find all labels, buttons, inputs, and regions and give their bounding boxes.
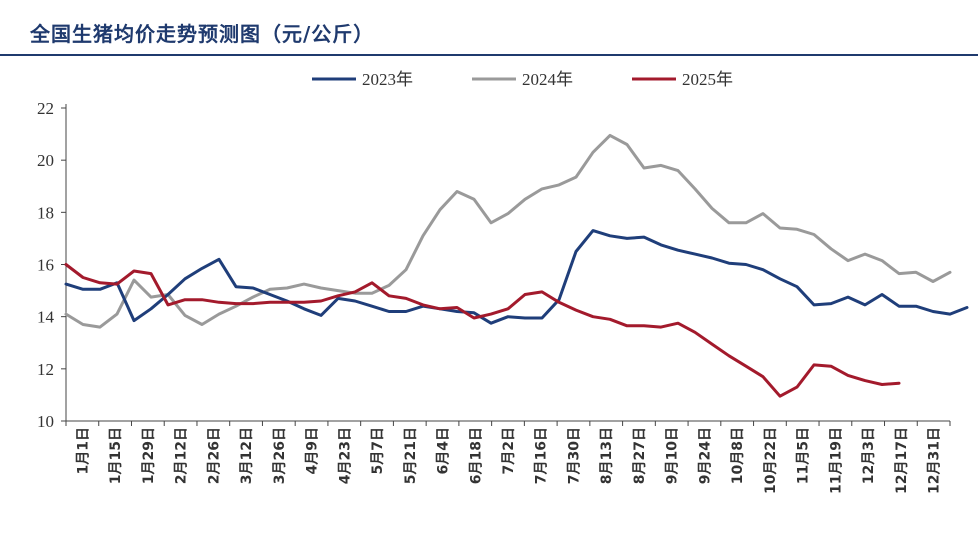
x-tick-label: 7月30日 xyxy=(566,427,582,484)
x-tick-label: 12月31日 xyxy=(927,427,943,494)
x-tick-label: 9月24日 xyxy=(697,427,713,484)
y-tick-label: 22 xyxy=(37,99,54,118)
legend-label: 2025年 xyxy=(682,70,733,89)
x-tick-label: 10月22日 xyxy=(763,427,779,494)
series-line-2023年 xyxy=(64,229,969,325)
x-tick-label: 11月19日 xyxy=(828,427,844,494)
legend-label: 2023年 xyxy=(362,70,413,89)
x-tick-label: 2月26日 xyxy=(206,427,222,484)
x-tick-label: 7月16日 xyxy=(534,427,550,484)
x-tick-label: 12月17日 xyxy=(894,427,910,494)
x-axis-ticks: 1月1日 1月15日 1月29日 2月12日 2月26日 3月12日 3月26日 4月9日 4月… xyxy=(65,421,951,494)
x-tick-label: 8月13日 xyxy=(599,427,615,484)
y-tick-label: 12 xyxy=(37,360,54,379)
series-line-2025年 xyxy=(64,263,901,398)
x-tick-label: 1月29日 xyxy=(141,427,157,484)
x-tick-label: 3月12日 xyxy=(239,427,255,484)
y-tick-label: 14 xyxy=(37,308,55,327)
y-tick-label: 10 xyxy=(37,412,54,431)
x-tick-label: 6月18日 xyxy=(468,427,484,484)
chart-axes xyxy=(65,104,950,422)
series-lines xyxy=(64,133,969,398)
legend-label: 2024年 xyxy=(522,70,573,89)
x-tick-label: 3月26日 xyxy=(272,427,288,484)
y-tick-label: 18 xyxy=(37,203,54,222)
y-tick-label: 20 xyxy=(37,151,54,170)
x-tick-label: 11月5日 xyxy=(796,427,812,484)
x-tick-label: 4月9日 xyxy=(305,427,321,474)
x-tick-label: 4月23日 xyxy=(337,427,353,484)
chart-title: 全国生猪均价走势预测图（元/公斤） xyxy=(30,22,375,46)
y-tick-label: 16 xyxy=(37,256,54,275)
x-tick-label: 1月1日 xyxy=(75,427,91,474)
x-tick-label: 5月7日 xyxy=(370,427,386,474)
series-line-2024年 xyxy=(64,133,952,329)
x-tick-label: 5月21日 xyxy=(403,427,419,484)
x-tick-label: 6月4日 xyxy=(436,427,452,474)
x-tick-label: 9月10日 xyxy=(665,427,681,484)
title-underline xyxy=(0,54,978,56)
x-tick-label: 7月2日 xyxy=(501,427,517,474)
x-tick-label: 10月8日 xyxy=(730,427,746,484)
chart-legend: 2023年 2024年 2025年 xyxy=(312,70,733,89)
y-axis-ticks: 10 12 14 16 18 20 22 xyxy=(37,99,66,431)
x-tick-label: 8月27日 xyxy=(632,427,648,484)
x-tick-label: 12月3日 xyxy=(861,427,877,484)
x-tick-label: 1月15日 xyxy=(108,427,124,484)
x-tick-label: 2月12日 xyxy=(174,427,190,484)
